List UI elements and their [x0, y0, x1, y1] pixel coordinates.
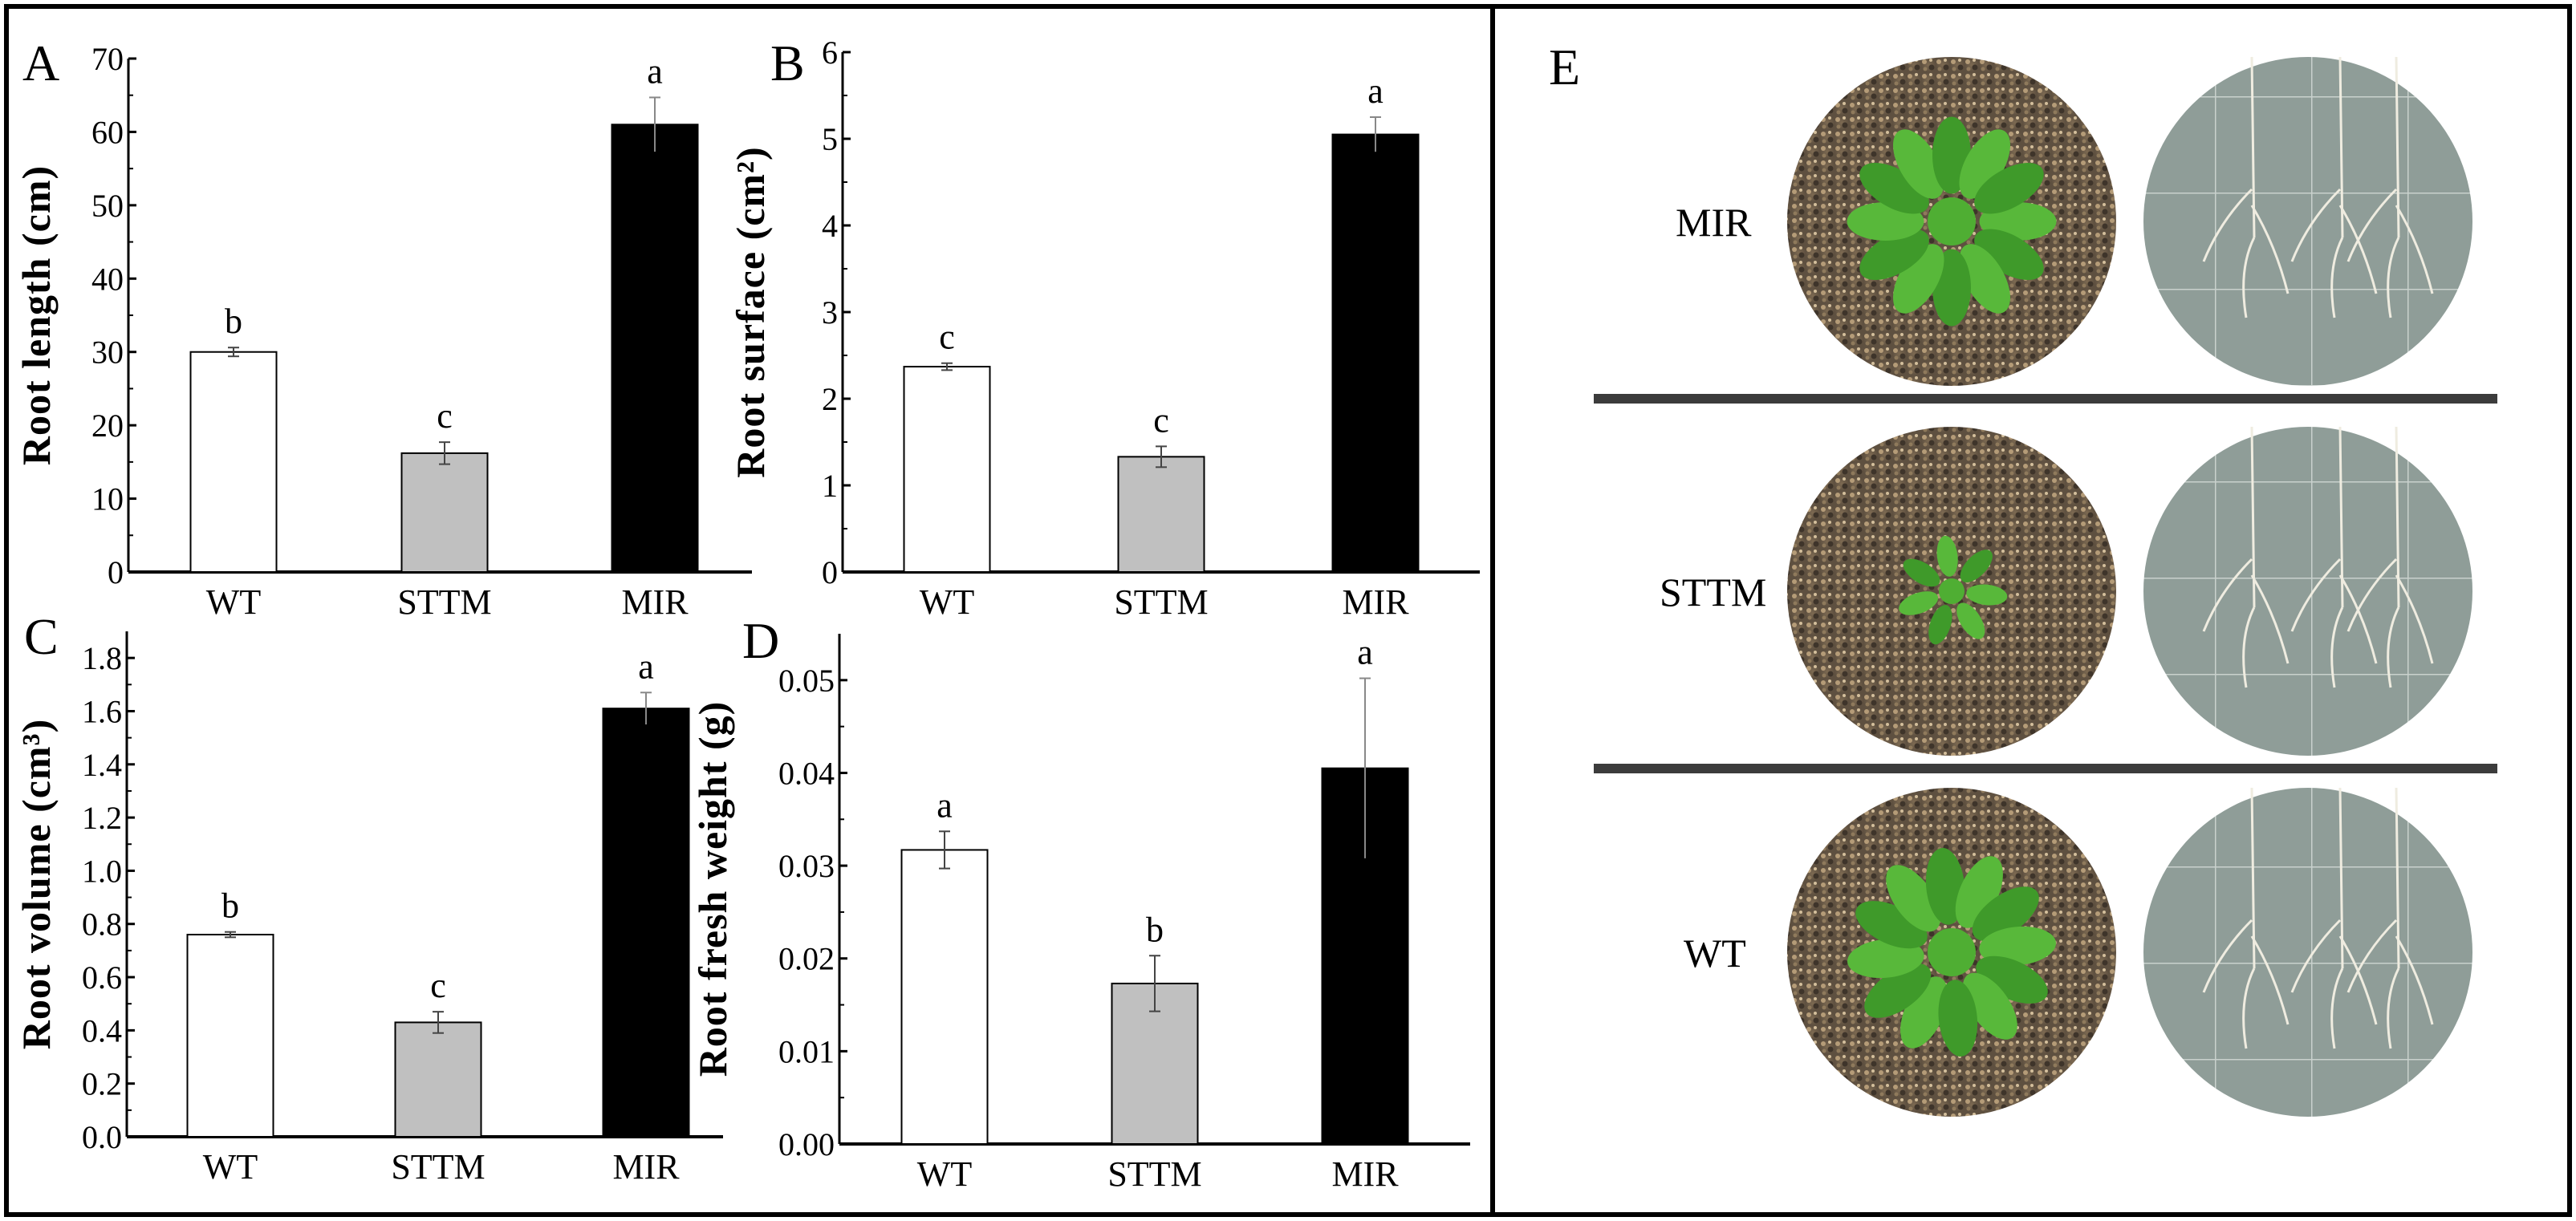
significance-letter: c	[939, 318, 955, 357]
row-label: STTM	[1660, 570, 1766, 615]
plant-photo	[1787, 788, 2116, 1117]
chart-panel-d: D 0.00 0.01 0.02 0.03 0.04 0.05 Root fresh weig…	[690, 612, 1470, 1194]
plant-photo	[1787, 427, 2116, 756]
row-label: MIR	[1676, 200, 1752, 245]
y-tick-label: 0	[822, 554, 838, 590]
y-tick-label: 0.01	[778, 1033, 835, 1069]
y-tick-label: 0.04	[778, 755, 835, 791]
x-tick-label: WT	[920, 582, 975, 622]
y-tick-label: 0.8	[82, 907, 122, 943]
y-tick-label: 1.0	[82, 853, 122, 889]
x-tick-label: MIR	[612, 1147, 680, 1187]
photo-row-wt: WT	[1684, 787, 2472, 1117]
y-tick-label: 0.0	[82, 1119, 122, 1155]
plant-photo	[1787, 57, 2116, 386]
x-tick-label: WT	[206, 582, 262, 622]
significance-letter: b	[1146, 910, 1164, 949]
y-tick-label: 5	[822, 121, 838, 157]
y-tick-label: 2	[822, 381, 838, 417]
y-tick-label: 50	[91, 188, 124, 224]
bar-sttm	[394, 1021, 482, 1138]
row-separator	[1594, 764, 2497, 773]
root-photo	[2143, 787, 2472, 1117]
significance-letter: b	[225, 302, 242, 341]
significance-letter: b	[221, 886, 239, 926]
bar-sttm	[400, 452, 489, 574]
row-label: WT	[1684, 931, 1746, 976]
y-tick-label: 0	[108, 554, 124, 590]
bar-mir	[1331, 133, 1420, 574]
x-tick-label: MIR	[1331, 1154, 1399, 1194]
chart-panel-b: B 0 1 2 3 4 5 6 Root surface (cm²) c WT c STTM a MIR	[728, 34, 1480, 622]
x-tick-label: MIR	[1342, 582, 1409, 622]
bar-mir	[602, 708, 690, 1138]
y-tick-label: 1	[822, 468, 838, 504]
y-axis-title: Root length (cm)	[14, 165, 59, 465]
y-tick-label: 1.2	[82, 800, 122, 836]
y-tick-label: 10	[91, 481, 124, 517]
bar-mir	[611, 124, 699, 574]
y-axis-title: Root surface (cm²)	[728, 146, 773, 477]
outer-border	[4, 4, 2572, 1217]
y-axis-title: Root volume (cm³)	[14, 719, 59, 1049]
root-photo	[2143, 56, 2472, 386]
y-tick-label: 4	[822, 208, 838, 244]
photo-row-mir: MIR	[1676, 56, 2472, 386]
panel-label: D	[742, 612, 779, 669]
panel-label: C	[24, 608, 59, 665]
x-tick-label: STTM	[397, 582, 491, 622]
bar-sttm	[1117, 456, 1205, 573]
y-tick-label: 40	[91, 261, 124, 297]
y-tick-label: 20	[91, 408, 124, 444]
x-tick-label: MIR	[621, 582, 689, 622]
y-tick-label: 1.4	[82, 747, 122, 783]
x-tick-label: WT	[203, 1147, 258, 1187]
panel-e-photos: E MIR STTM WT	[1549, 39, 2497, 1117]
panel-label-e: E	[1549, 39, 1580, 95]
significance-letter: c	[1153, 400, 1169, 440]
y-axis-title: Root fresh weight (g)	[690, 701, 735, 1077]
y-tick-label: 6	[822, 34, 838, 71]
chart-panel-c: C 0.0 0.2 0.4 0.6 0.8 1.0 1.2 1.4 1.6 1.8 Root volu…	[14, 608, 723, 1187]
y-tick-label: 60	[91, 114, 124, 150]
y-tick-label: 0.03	[778, 848, 835, 884]
y-tick-label: 0.6	[82, 959, 122, 996]
y-tick-label: 3	[822, 294, 838, 331]
x-tick-label: STTM	[391, 1147, 485, 1187]
y-tick-label: 1.6	[82, 693, 122, 729]
panel-label: A	[22, 34, 59, 91]
bar-wt	[900, 849, 989, 1145]
bar-wt	[903, 366, 991, 574]
significance-letter: a	[937, 785, 953, 825]
significance-letter: a	[1357, 633, 1373, 672]
significance-letter: c	[430, 966, 446, 1005]
significance-letter: a	[647, 51, 663, 91]
significance-letter: a	[1367, 71, 1383, 111]
photo-row-sttm: STTM	[1660, 426, 2472, 756]
significance-letter: a	[638, 647, 654, 686]
y-tick-label: 1.8	[82, 640, 122, 676]
y-tick-label: 30	[91, 335, 124, 371]
root-photo	[2143, 426, 2472, 756]
y-tick-label: 0.02	[778, 941, 835, 977]
y-tick-label: 0.05	[778, 663, 835, 699]
chart-panel-a: A 0 10 20 30 40 50 60 70 Root length (cm) b WT c STTM…	[14, 34, 752, 622]
x-tick-label: STTM	[1107, 1154, 1201, 1194]
y-tick-label: 0.4	[82, 1012, 122, 1049]
y-tick-label: 70	[91, 41, 124, 77]
panel-label: B	[770, 34, 805, 91]
bar-wt	[186, 934, 274, 1138]
x-tick-label: WT	[917, 1154, 973, 1194]
row-separator	[1594, 394, 2497, 404]
y-tick-label: 0.2	[82, 1066, 122, 1102]
significance-letter: c	[437, 396, 453, 436]
y-tick-label: 0.00	[778, 1126, 835, 1162]
x-tick-label: STTM	[1114, 582, 1208, 622]
bar-wt	[189, 351, 278, 573]
